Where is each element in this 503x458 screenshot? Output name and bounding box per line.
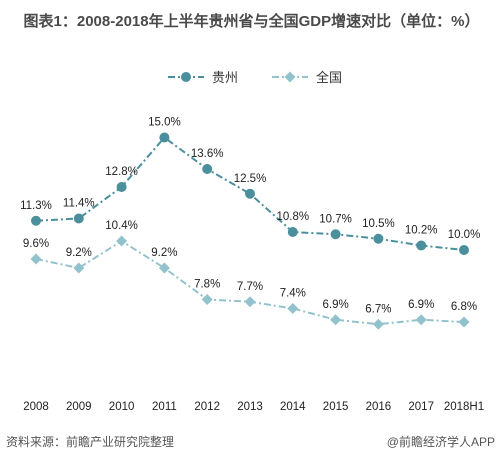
data-point <box>73 213 84 224</box>
data-label: 10.8% <box>276 211 309 223</box>
data-label: 9.2% <box>151 247 177 259</box>
data-point <box>287 227 298 237</box>
data-point <box>415 314 427 326</box>
data-label: 6.9% <box>408 299 434 311</box>
data-label: 7.7% <box>237 281 263 293</box>
x-tick-label: 2010 <box>109 401 135 413</box>
x-tick-label: 2014 <box>280 401 306 413</box>
x-tick-label: 2011 <box>152 401 177 413</box>
series-line-0 <box>35 136 465 251</box>
x-tick-label: 2008 <box>23 401 49 413</box>
data-point <box>330 229 341 240</box>
brand-credit: @前瞻经济学人APP <box>386 435 495 449</box>
data-point <box>416 240 427 251</box>
data-point <box>159 132 170 143</box>
data-label: 9.6% <box>23 238 49 250</box>
data-point <box>116 182 127 192</box>
data-label: 10.5% <box>362 218 395 230</box>
data-point <box>287 303 299 314</box>
data-label: 7.8% <box>194 279 220 291</box>
data-label: 6.8% <box>451 301 477 313</box>
data-point <box>373 233 384 244</box>
x-tick-label: 2017 <box>408 401 434 413</box>
data-point <box>202 164 213 174</box>
data-label: 11.4% <box>63 198 95 210</box>
legend-label-1: 全国 <box>316 70 342 85</box>
data-point <box>245 188 255 199</box>
x-tick-label: 2018H1 <box>444 401 484 413</box>
x-tick-label: 2015 <box>323 401 349 413</box>
data-label: 10.4% <box>105 220 138 232</box>
data-point <box>31 215 41 226</box>
data-point <box>73 262 85 274</box>
data-label: 10.7% <box>319 213 352 225</box>
data-label: 7.4% <box>280 288 306 300</box>
data-label: 6.9% <box>322 299 348 311</box>
data-label: 13.6% <box>191 148 224 160</box>
data-point <box>30 253 42 265</box>
data-label: 12.5% <box>234 173 267 185</box>
data-label: 15.0% <box>148 117 181 129</box>
legend-marker-1 <box>284 71 296 83</box>
data-label: 6.7% <box>365 303 391 315</box>
data-point <box>459 245 469 255</box>
legend-label-0: 贵州 <box>212 70 238 85</box>
x-tick-label: 2009 <box>66 401 92 413</box>
data-point <box>201 294 213 305</box>
data-label: 9.2% <box>66 247 92 259</box>
legend-marker-0 <box>181 72 191 82</box>
data-label: 11.3% <box>20 200 52 212</box>
data-label: 12.8% <box>105 166 138 178</box>
x-tick-label: 2012 <box>194 401 220 413</box>
data-point <box>116 235 128 247</box>
data-label: 10.2% <box>405 225 438 237</box>
data-point <box>458 316 470 328</box>
data-label: 10.0% <box>448 229 481 241</box>
data-point <box>330 314 342 326</box>
source-note: 资料来源：前瞻产业研究院整理 <box>6 435 175 449</box>
chart-title: 图表1：2008-2018年上半年贵州省与全国GDP增速对比（单位：%） <box>23 13 480 30</box>
x-tick-label: 2013 <box>237 401 263 413</box>
x-tick-label: 2016 <box>366 401 392 413</box>
data-point <box>158 262 170 274</box>
data-point <box>372 318 384 330</box>
data-point <box>244 296 256 308</box>
